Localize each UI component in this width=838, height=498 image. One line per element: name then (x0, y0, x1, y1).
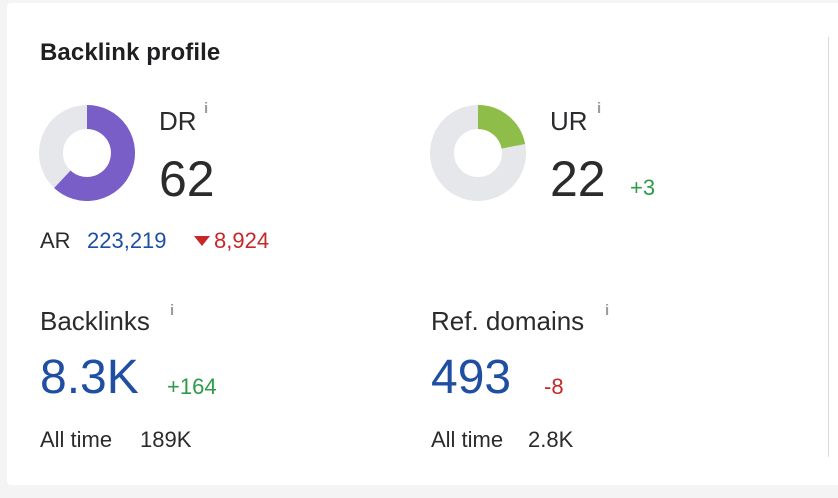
arrow-down-icon (194, 236, 210, 246)
backlinks-all-time-label: All time (40, 427, 113, 452)
ref-domains-all-time-value[interactable]: 2.8K (528, 427, 574, 452)
ar-value[interactable]: 223,219 (87, 228, 167, 253)
ref-domains-value[interactable]: 493 (431, 351, 512, 404)
ref-domains-label: Ref. domains (431, 306, 585, 336)
ur-value: 22 (550, 151, 606, 207)
dr-donut-chart (39, 105, 135, 201)
dr-info-icon[interactable]: i (204, 100, 209, 117)
ur-label: UR (550, 106, 588, 136)
backlink-profile-card: Backlink profile DR i 62 AR 223,219 8,92… (7, 3, 838, 485)
dr-value: 62 (159, 151, 215, 207)
ref-domains-delta: -8 (544, 374, 564, 399)
ar-label: AR (40, 228, 71, 253)
ar-change: 8,924 (194, 228, 269, 254)
backlinks-delta: +164 (167, 374, 217, 399)
ref-domains-info-icon[interactable]: i (605, 302, 610, 319)
card-divider (828, 37, 829, 457)
ar-change-value: 8,924 (214, 228, 270, 253)
ref-domains-all-time-label: All time (431, 427, 504, 452)
ur-info-icon[interactable]: i (597, 100, 602, 117)
dr-donut-fill (54, 105, 135, 201)
ur-donut-chart (430, 105, 526, 201)
ur-delta: +3 (630, 175, 656, 200)
card-title: Backlink profile (40, 39, 221, 66)
dr-label: DR (159, 106, 197, 136)
backlinks-value[interactable]: 8.3K (40, 351, 139, 404)
ur-donut-fill (477, 105, 526, 150)
backlinks-all-time-value[interactable]: 189K (140, 427, 192, 452)
backlinks-label: Backlinks (40, 306, 150, 336)
backlinks-info-icon[interactable]: i (170, 302, 175, 319)
